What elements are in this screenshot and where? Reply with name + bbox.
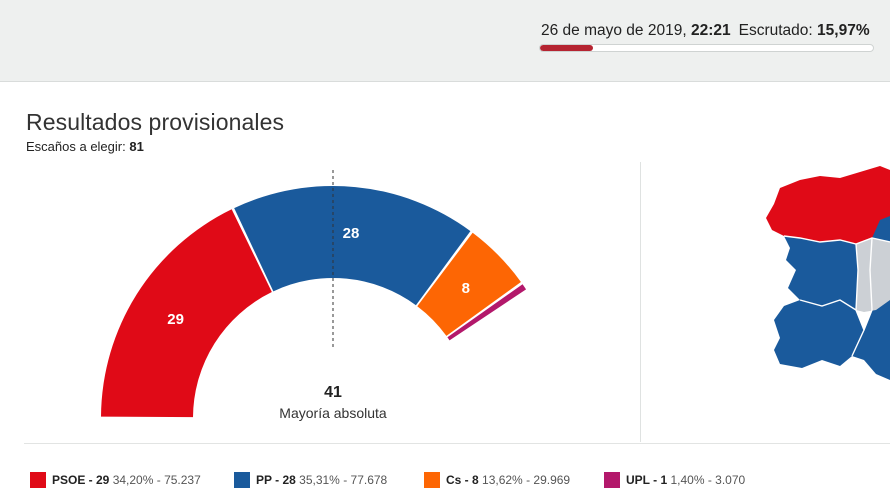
seat-segment-upl[interactable] <box>447 284 527 341</box>
majority-number: 41 <box>324 384 342 401</box>
legend-swatch-pp <box>234 472 250 488</box>
election-date: 26 de mayo de 2019, <box>541 22 687 39</box>
seats-label: Escaños a elegir: <box>26 139 126 154</box>
legend-swatch-upl <box>604 472 620 488</box>
constituency-map[interactable] <box>760 160 890 390</box>
legend-detail-psoe: 34,20% - 75.237 <box>112 473 201 487</box>
legend-detail-upl: 1,40% - 3.070 <box>670 473 746 487</box>
update-time: 22:21 <box>690 22 731 39</box>
scrutiny-label: Escrutado: <box>738 22 813 39</box>
legend-party-upl: UPL - 1 <box>626 473 668 487</box>
seat-segment-cs[interactable] <box>417 232 521 336</box>
legend-detail-cs: 13,62% - 29.969 <box>482 473 571 487</box>
legend-divider <box>24 443 890 444</box>
map-region-zamora-salamanca[interactable] <box>774 236 864 368</box>
seats-total: 81 <box>129 139 144 154</box>
map-region-palencia[interactable] <box>856 238 890 312</box>
seats-to-elect: Escaños a elegir: 81 <box>26 139 144 154</box>
majority-label: Mayoría absoluta <box>279 405 387 421</box>
legend-swatch-psoe <box>30 472 46 488</box>
top-status-bar: 26 de mayo de 2019, 22:21 Escrutado: 15,9… <box>0 0 890 82</box>
legend-detail-pp: 35,31% - 77.678 <box>299 473 388 487</box>
seat-segment-psoe[interactable] <box>101 209 272 418</box>
legend-party-pp: PP - 28 <box>256 473 296 487</box>
scrutiny-value: 15,97% <box>817 22 870 39</box>
scrutiny-progress-fill <box>540 45 594 51</box>
map-borders <box>783 235 890 357</box>
results-title: Resultados provisionales <box>26 109 285 135</box>
scrutiny-progress-bar <box>539 44 874 52</box>
seat-segment-pp[interactable] <box>234 186 471 306</box>
seat-label-pp: 28 <box>343 225 360 242</box>
seat-label-psoe: 29 <box>167 311 184 328</box>
legend-party-psoe: PSOE - 29 <box>52 473 110 487</box>
scrutiny-status: 26 de mayo de 2019, 22:21 Escrutado: 15,9… <box>541 22 870 40</box>
legend-swatch-cs <box>424 472 440 488</box>
legend-party-cs: Cs - 8 <box>446 473 479 487</box>
map-region-leon[interactable] <box>766 166 890 244</box>
seat-label-cs: 8 <box>462 280 470 297</box>
panel-divider <box>640 162 641 442</box>
hemicycle-chart: 29 28 8 <box>101 170 527 418</box>
